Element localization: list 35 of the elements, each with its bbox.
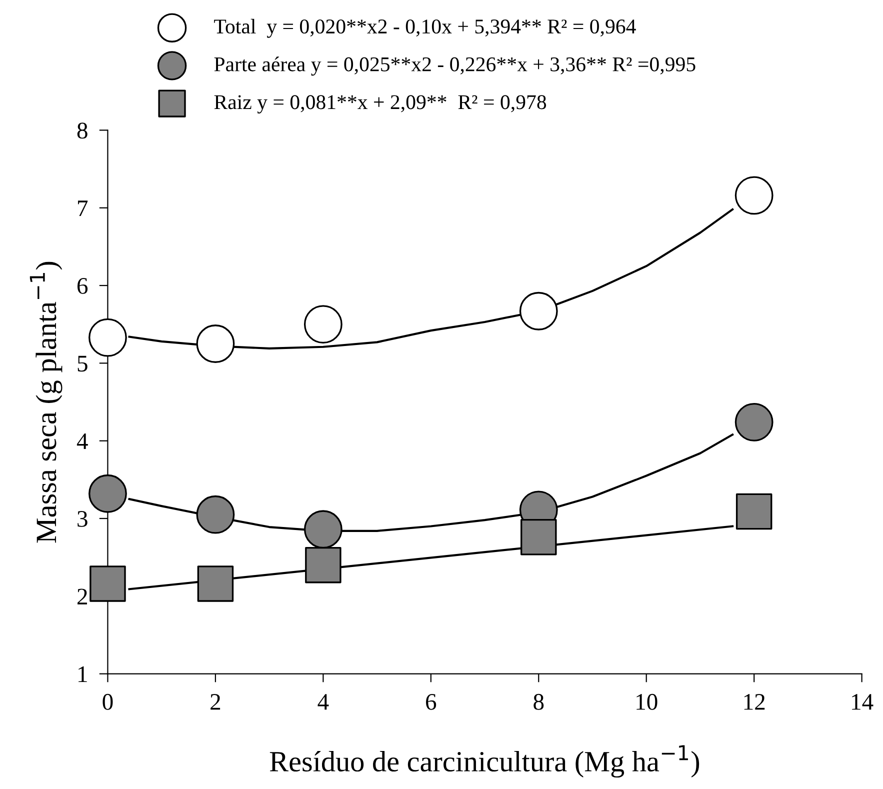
point	[734, 402, 774, 442]
x-axis-title: Resíduo de carcinicultura (Mg ha$^{−1}$)	[270, 745, 700, 778]
point	[90, 566, 126, 602]
point	[305, 546, 342, 584]
y-tick-label: 6	[77, 278, 88, 294]
point	[304, 510, 342, 549]
legend-label: Total y = 0,020**x2 - 0,10x + 5,394** R² = 0,964	[214, 18, 636, 38]
y-tick-label: 3	[78, 511, 88, 527]
x-tick-label: 2	[210, 694, 220, 710]
legend-label: Parte aérea y = 0,025**x2 - 0,226**x + 3,36** R² =0,995	[214, 56, 696, 76]
point	[734, 176, 774, 215]
point	[196, 324, 235, 363]
point	[88, 474, 127, 513]
x-tick-label: 14	[852, 694, 874, 710]
point	[520, 518, 557, 556]
y-tick-label: 1	[78, 666, 87, 682]
point	[88, 318, 127, 357]
point	[736, 493, 772, 530]
point	[197, 566, 234, 602]
point	[519, 292, 558, 330]
legend-label: Raiz y = 0,081**x + 2,09** R² = 0,978	[214, 95, 546, 114]
x-tick-label: 8	[534, 694, 544, 710]
x-tick-label: 12	[744, 694, 765, 710]
x-tick-label: 10	[636, 694, 658, 710]
y-tick-label: 8	[77, 122, 88, 139]
point	[304, 305, 342, 344]
y-tick-label: 2	[78, 588, 87, 604]
point	[196, 495, 235, 534]
y-tick-label: 5	[78, 356, 88, 372]
y-axis-title: Massa seca (g planta$^{−1}$)	[30, 262, 62, 543]
x-tick-label: 0	[102, 694, 113, 710]
y-tick-label: 4	[76, 433, 88, 450]
x-tick-label: 6	[426, 694, 436, 710]
y-tick-label: 7	[78, 200, 88, 216]
x-tick-label: 4	[318, 694, 329, 710]
